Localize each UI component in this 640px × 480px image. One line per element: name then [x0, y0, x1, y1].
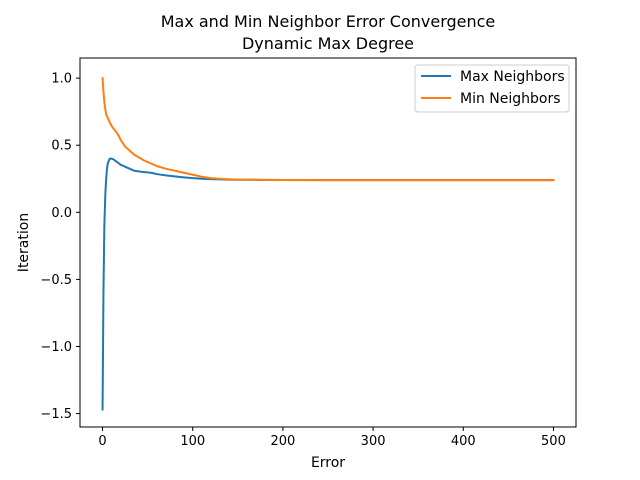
x-tick-label: 100 [180, 434, 205, 449]
x-tick-label: 400 [451, 434, 476, 449]
chart-title-line-2: Dynamic Max Degree [242, 34, 414, 53]
y-tick-label: 0.5 [51, 139, 72, 154]
chart-title-line-1: Max and Min Neighbor Error Convergence [161, 12, 496, 31]
y-tick-label: 1.0 [51, 72, 72, 87]
x-tick-label: 200 [270, 434, 295, 449]
y-tick-label: −1.0 [40, 340, 72, 355]
x-tick-label: 500 [541, 434, 566, 449]
y-tick-label: −1.5 [40, 407, 72, 422]
x-tick-label: 300 [361, 434, 386, 449]
legend: Max Neighbors Min Neighbors [414, 64, 570, 113]
axes-frame [79, 57, 577, 428]
y-axis-label: Iteration [16, 213, 32, 272]
y-tick-label: 0.0 [51, 206, 72, 221]
y-tick-label: −0.5 [40, 273, 72, 288]
x-axis-label: Error [311, 455, 345, 471]
plot-area [101, 77, 555, 411]
series-line-min-neighbors [101, 77, 555, 182]
x-axis: 0 100 200 300 400 500 [98, 427, 566, 449]
legend-label-min-neighbors: Min Neighbors [460, 91, 561, 107]
legend-box [414, 64, 570, 113]
x-tick-label: 0 [98, 434, 106, 449]
y-axis: −1.5 −1.0 −0.5 0.0 0.5 1.0 [40, 72, 80, 422]
legend-label-max-neighbors: Max Neighbors [460, 69, 565, 85]
